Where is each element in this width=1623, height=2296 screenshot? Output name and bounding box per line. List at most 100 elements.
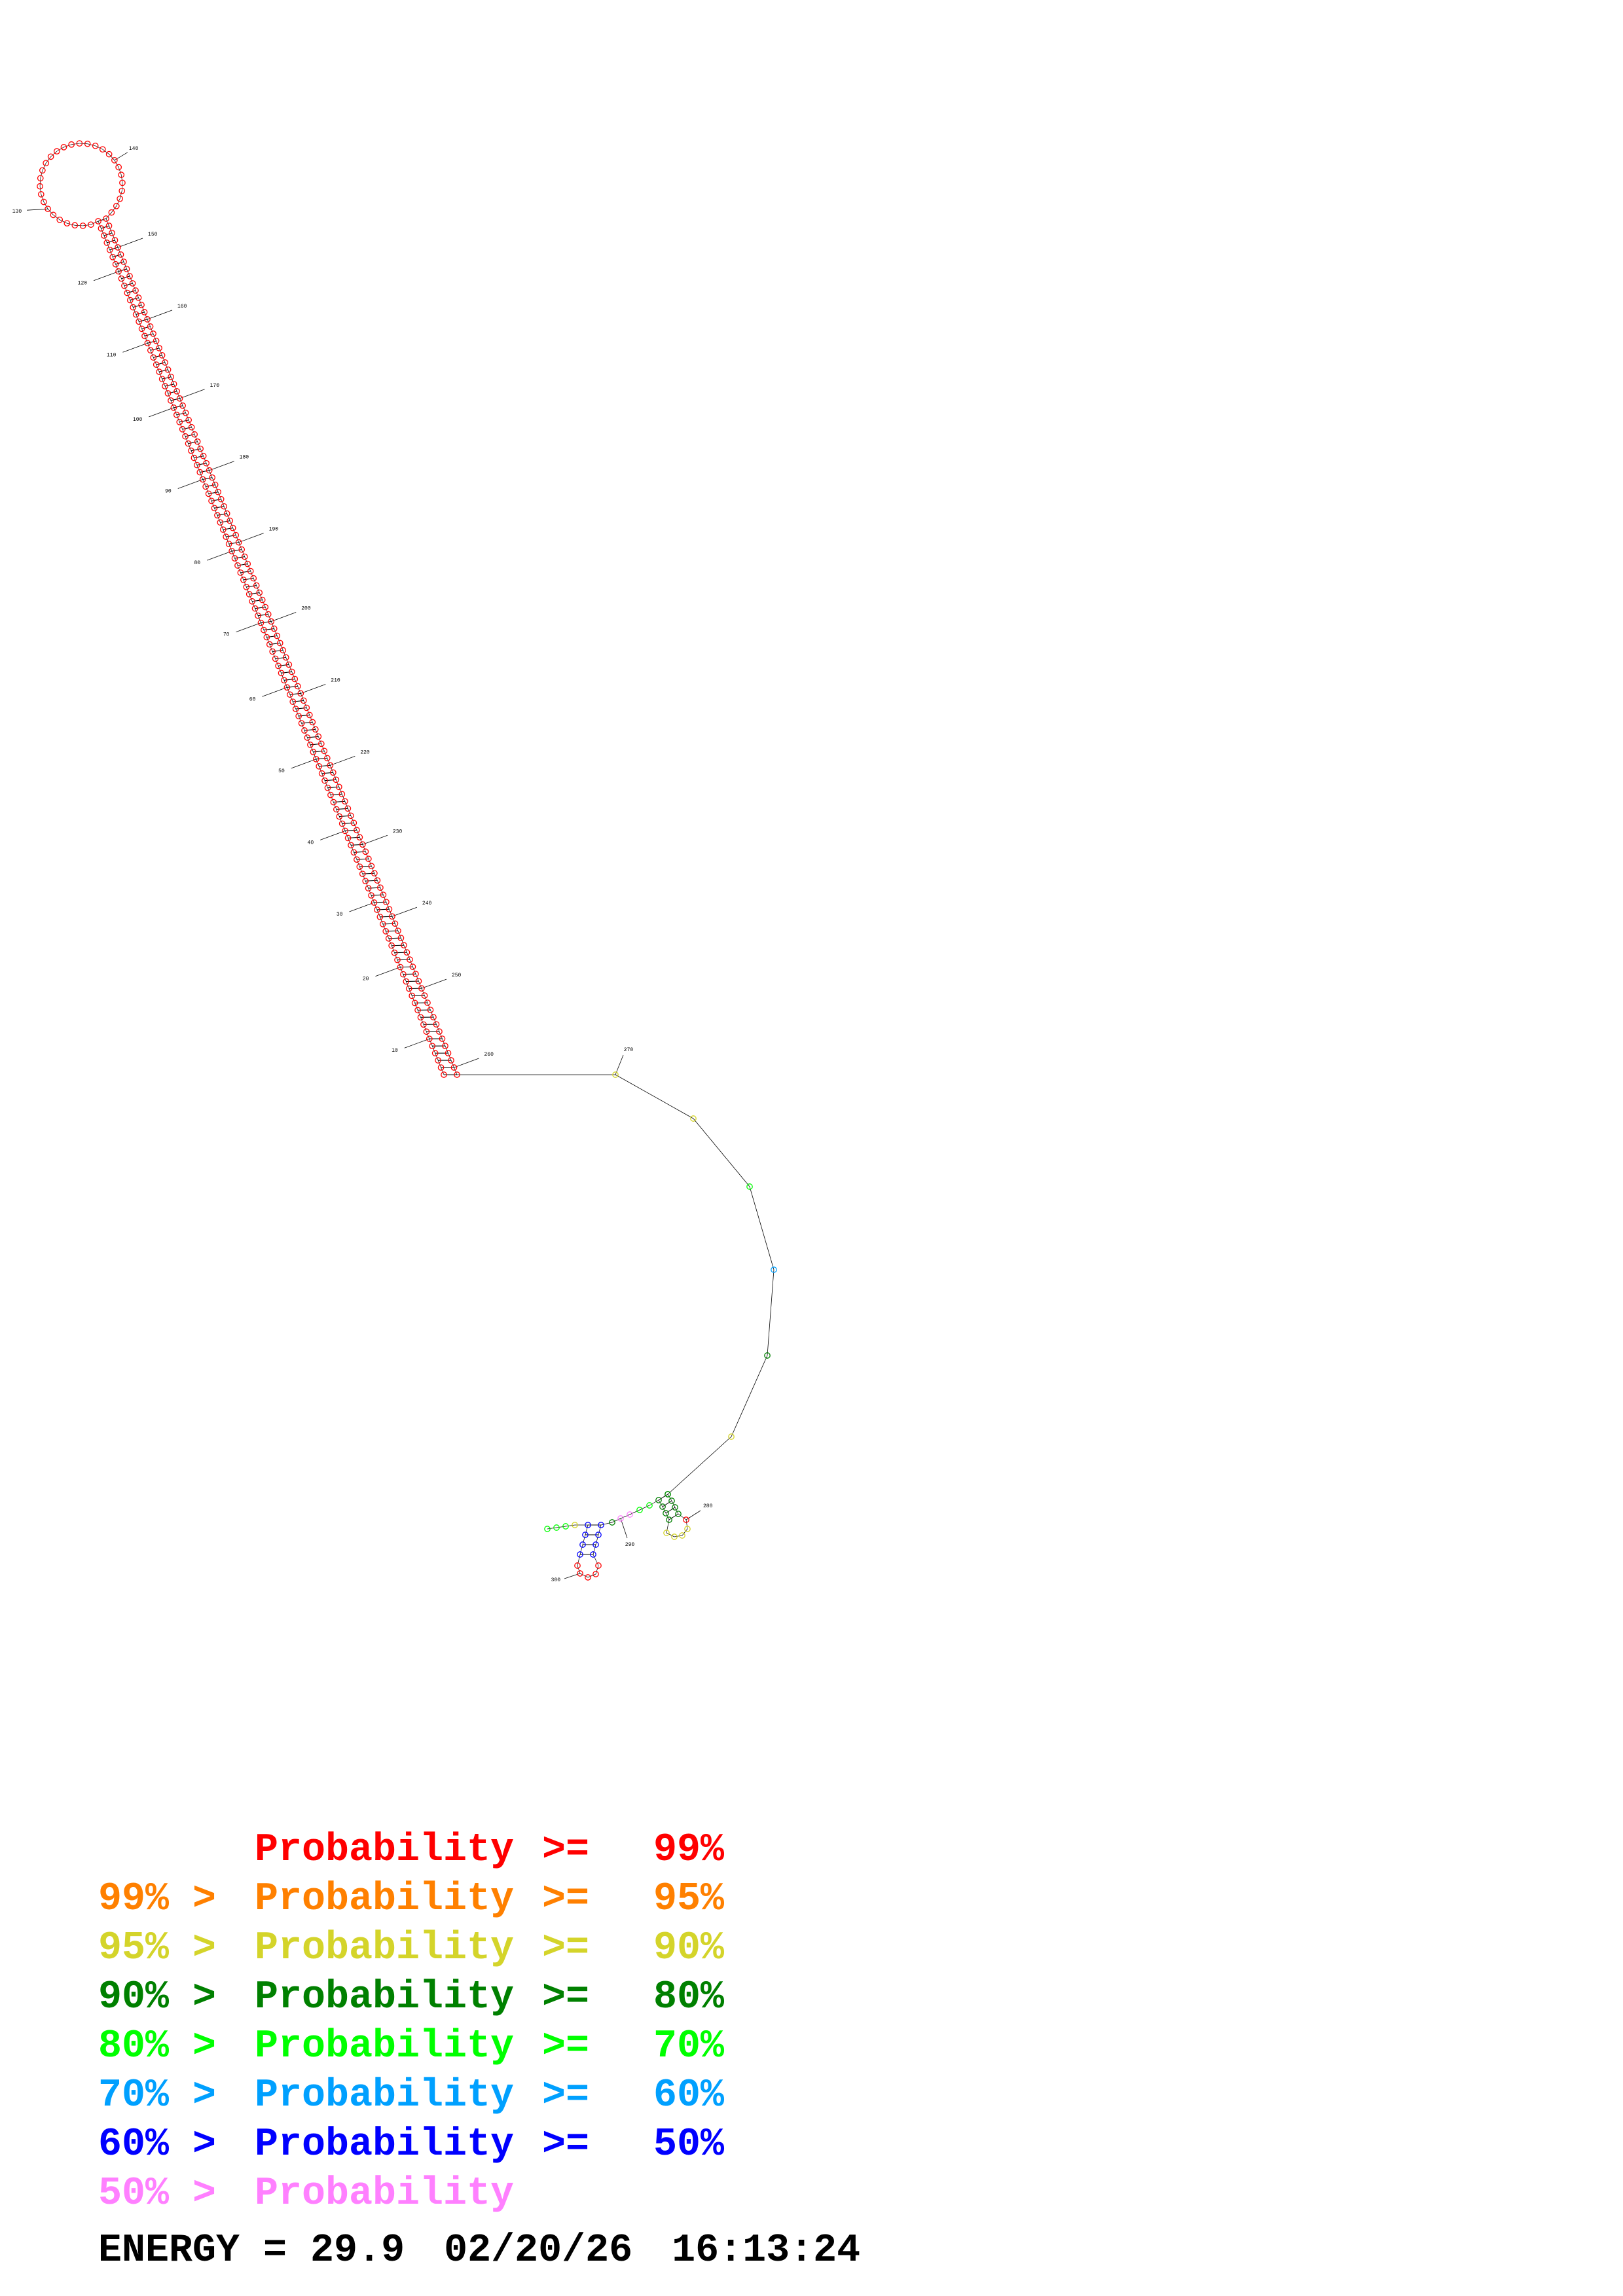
backbone-segment xyxy=(662,1506,666,1514)
nucleotide xyxy=(359,870,366,878)
nucleotide xyxy=(200,452,207,459)
nucleotide xyxy=(117,251,124,258)
nucleotide xyxy=(397,963,404,971)
nucleotide xyxy=(182,409,189,416)
legend-rel: >= xyxy=(542,2073,590,2118)
nucleotide xyxy=(283,684,291,691)
nucleotide xyxy=(111,156,118,164)
nucleotide xyxy=(266,641,273,648)
nucleotide xyxy=(316,762,323,770)
backbone-segment xyxy=(436,1024,440,1032)
nucleotide xyxy=(158,351,166,359)
numbering-tick xyxy=(93,271,119,281)
nucleotide xyxy=(229,524,236,531)
legend-prefix: 90% > xyxy=(98,1975,217,2020)
nucleotide xyxy=(76,140,83,147)
nucleotide xyxy=(41,198,47,206)
backbone-segment xyxy=(629,1509,640,1515)
backbone-segment xyxy=(176,391,180,399)
legend-thr: 50% xyxy=(653,2123,725,2167)
backbone-segment xyxy=(392,916,395,924)
base-pair xyxy=(228,542,239,545)
base-pair xyxy=(243,578,254,581)
nucleotide xyxy=(111,237,119,243)
backbone-segment xyxy=(203,456,207,463)
nucleotide xyxy=(263,634,270,641)
backbone-segment xyxy=(429,1039,433,1047)
nucleotide xyxy=(312,726,319,733)
backbone-segment xyxy=(342,823,346,831)
nucleotide xyxy=(119,187,126,194)
nucleotide xyxy=(746,1183,753,1190)
backbone-segment xyxy=(43,202,48,209)
backbone-segment xyxy=(671,1500,676,1508)
numbering-tick xyxy=(122,342,148,353)
backbone-segment xyxy=(168,369,172,377)
nucleotide xyxy=(415,978,422,984)
backbone-segment xyxy=(356,859,360,867)
nucleotide xyxy=(636,1507,643,1513)
nucleotide xyxy=(211,481,219,488)
backbone-segment xyxy=(41,194,45,202)
legend-prefix: 70% > xyxy=(98,2073,217,2118)
nucleotide xyxy=(56,216,64,223)
nucleotide xyxy=(109,253,117,260)
backbone-segment xyxy=(188,443,192,451)
backbone-segment xyxy=(400,967,404,975)
nucleotide xyxy=(412,971,419,977)
base-pair xyxy=(141,326,151,329)
nucleotide xyxy=(115,164,122,171)
backbone-segment xyxy=(111,232,115,241)
nucleotide xyxy=(294,683,301,690)
backbone-segment xyxy=(39,186,42,194)
backbone-segment xyxy=(90,221,99,225)
nucleotide xyxy=(312,755,319,762)
backbone-segment xyxy=(333,772,337,780)
numbering-label: 10 xyxy=(392,1048,398,1054)
backbone-segment xyxy=(205,486,209,494)
nucleotide xyxy=(595,1562,602,1569)
base-pair xyxy=(237,564,248,566)
base-pair xyxy=(362,872,374,874)
nucleotide xyxy=(429,1043,436,1050)
nucleotide xyxy=(330,798,337,806)
nucleotide xyxy=(383,899,390,906)
backbone-segment xyxy=(253,578,257,586)
numbering-tick xyxy=(117,238,143,248)
backbone-segment xyxy=(67,223,75,226)
backbone-segment xyxy=(577,1554,581,1566)
backbone-segment xyxy=(120,175,123,183)
backbone-segment xyxy=(565,1524,575,1527)
nucleotide xyxy=(553,1524,560,1531)
base-pair xyxy=(313,750,325,753)
nucleotide xyxy=(108,209,115,216)
base-pair xyxy=(275,656,286,659)
base-pair xyxy=(336,808,348,810)
legend-rel: >= xyxy=(542,1828,590,1873)
backbone-segment xyxy=(214,508,218,516)
backbone-segment xyxy=(285,657,289,665)
numbering-tick xyxy=(271,612,297,622)
nucleotide xyxy=(728,1433,735,1440)
base-pair xyxy=(118,268,127,272)
numbering-label: 120 xyxy=(78,281,88,287)
backbone-segment xyxy=(158,371,162,380)
nucleotide xyxy=(259,596,266,603)
backbone-segment xyxy=(243,579,247,587)
nucleotide xyxy=(365,885,372,891)
base-pair xyxy=(173,405,183,408)
backbone-segment xyxy=(382,924,386,931)
legend-rel: >= xyxy=(542,2024,590,2069)
nucleotide xyxy=(323,755,331,762)
nucleotide xyxy=(162,383,168,389)
backbone-segment xyxy=(359,867,363,874)
legend-label: Probability xyxy=(255,2024,515,2069)
backbone-segment xyxy=(424,995,428,1003)
backbone-segment xyxy=(579,1544,583,1555)
nucleotide xyxy=(423,1028,430,1035)
legend-row: 60% > Probability >= 50% xyxy=(98,2121,949,2170)
backbone-segment xyxy=(215,484,219,492)
nucleotide xyxy=(336,813,343,820)
backbone-segment xyxy=(179,398,183,406)
numbering-tick xyxy=(291,759,316,769)
